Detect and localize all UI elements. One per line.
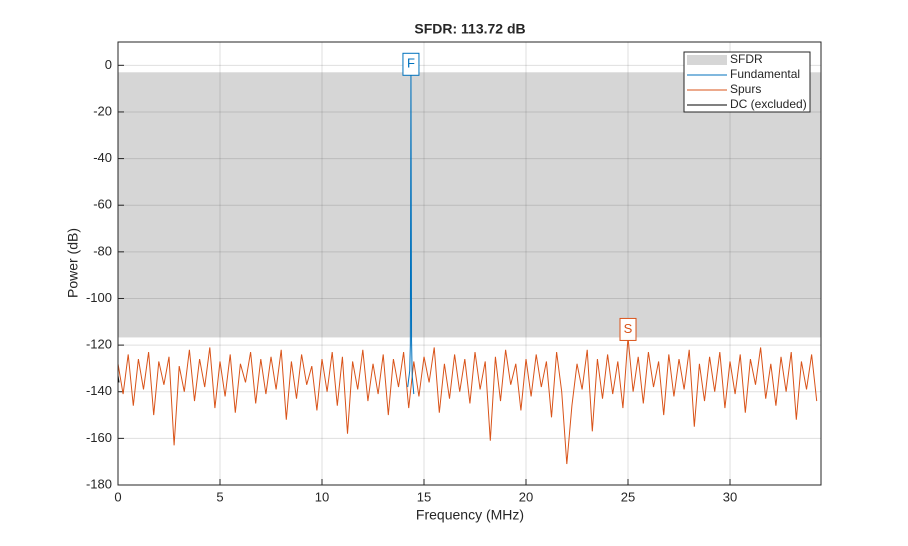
legend-label: Fundamental: [730, 67, 800, 81]
series-line: [117, 337, 818, 465]
annotation-box: [619, 317, 637, 341]
y-tick-label: -80: [93, 243, 112, 258]
x-tick-label: 25: [621, 489, 635, 504]
y-tick-label: 0: [105, 57, 112, 72]
x-tick-label: 15: [417, 489, 431, 504]
y-tick-label: -120: [86, 337, 112, 352]
legend-label: Spurs: [730, 82, 761, 96]
x-tick-label: 10: [315, 489, 329, 504]
x-tick-label: 30: [723, 489, 737, 504]
x-tick-label: 20: [519, 489, 533, 504]
y-tick-label: -160: [86, 430, 112, 445]
legend-swatch: [687, 55, 727, 65]
y-tick-label: -180: [86, 476, 112, 491]
legend-label: DC (excluded): [730, 97, 807, 111]
x-tick-label: 0: [114, 489, 121, 504]
y-axis-label: Power (dB): [65, 228, 81, 298]
annotation-label: S: [624, 321, 633, 336]
annotation-label: F: [407, 56, 415, 71]
y-tick-label: -140: [86, 383, 112, 398]
y-tick-label: -20: [93, 103, 112, 118]
x-axis-label: Frequency (MHz): [416, 507, 524, 523]
y-tick-label: -100: [86, 290, 112, 305]
legend-label: SFDR: [730, 52, 763, 66]
x-tick-label: 5: [216, 489, 223, 504]
y-tick-label: -40: [93, 150, 112, 165]
y-tick-label: -60: [93, 197, 112, 212]
annotation-box: [402, 52, 420, 76]
sfdr-band: [118, 72, 821, 338]
axes-box: [117, 41, 822, 486]
chart-title: SFDR: 113.72 dB: [414, 21, 525, 37]
